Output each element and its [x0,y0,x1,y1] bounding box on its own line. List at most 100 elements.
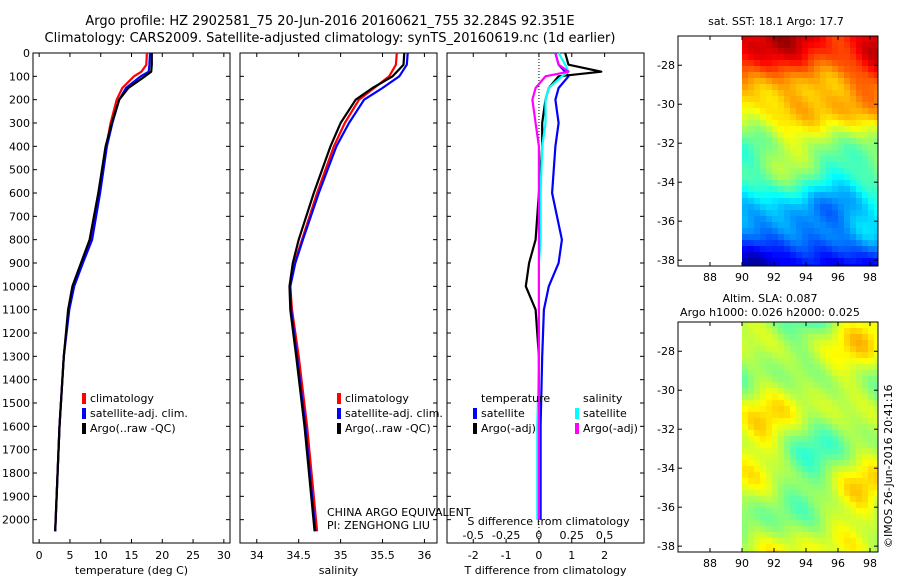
sst-map-cell [820,156,827,163]
sst-map-cell [850,72,857,79]
sla-map-cell [790,394,797,401]
sla-map-cell [796,466,803,473]
legend-argo-label: Argo(..raw -QC) [90,422,176,435]
sst-map-cell [820,48,827,55]
sst-map-cell [754,258,761,265]
sst-map-cell [856,66,863,73]
sst-map-cell [868,90,875,97]
sst-map-cell [790,252,797,259]
sla-map-cell [766,520,773,527]
sst-map-cell [748,114,755,121]
sst-map-cell [808,66,815,73]
sst-map-cell [862,66,869,73]
sla-map-cell [766,466,773,473]
sla-map-cell [868,514,875,521]
sla-map-cell [868,346,875,353]
sla-map-cell [820,412,827,419]
sla-map-cell [790,544,797,551]
sla-map-cell [874,496,878,503]
sla-map-cell [844,550,851,552]
sst-map-cell [790,234,797,241]
sst-map-cell [760,198,767,205]
sla-map-cell [742,484,749,491]
sst-map-cell [832,42,839,49]
sla-map-cell [796,454,803,461]
map-x-tick-label: 92 [767,557,781,570]
sst-map-cell [796,222,803,229]
sla-map-cell [748,472,755,479]
sla-map-cell [796,352,803,359]
sst-map-cell [820,138,827,145]
sst-map-cell [820,258,827,265]
sla-map-cell [820,340,827,347]
sla-map-cell [796,388,803,395]
sla-map-cell [856,358,863,365]
series-line-argo-raw-qc- [54,53,153,532]
sst-map-cell [754,210,761,217]
sla-map-cell [814,430,821,437]
sla-map-cell [814,358,821,365]
sla-map-cell [802,412,809,419]
sla-map-cell [754,508,761,515]
sst-map-cell [748,132,755,139]
sla-map-cell [832,472,839,479]
sst-map-cell [796,144,803,151]
sst-map-cell [832,126,839,133]
sst-map-cell [754,204,761,211]
x-tick-label: 35 [334,549,348,562]
legend-s-satellite-label: satellite [583,407,627,420]
sla-map-cell [766,406,773,413]
sst-map-cell [796,204,803,211]
sla-map-cell [868,502,875,509]
sst-map-cell [760,186,767,193]
sla-map-cell [838,382,845,389]
sla-map-cell [778,514,785,521]
sla-map-cell [748,382,755,389]
sla-map-cell [748,484,755,491]
sla-map-cell [778,328,785,335]
sla-map-cell [784,328,791,335]
sst-map-cell [826,216,833,223]
sla-map-cell [832,544,839,551]
sla-map-cell [820,328,827,335]
sst-map-cell [862,72,869,79]
sst-map-cell [844,126,851,133]
sla-map-cell [802,520,809,527]
sla-map-cell [844,520,851,527]
sla-map-cell [754,346,761,353]
sla-map-cell [802,406,809,413]
sla-map-cell [832,478,839,485]
sst-map-cell [874,222,878,229]
sst-map-cell [742,150,749,157]
sla-map-cell [796,496,803,503]
sla-map-cell [808,472,815,479]
sla-map-cell [868,352,875,359]
map-y-tick-label: -38 [657,540,675,553]
sla-map-cell [820,400,827,407]
sst-map-cell [742,78,749,85]
sst-map-cell [850,252,857,259]
sst-map-cell [826,228,833,235]
sla-map-cell [766,526,773,533]
sla-map-cell [838,496,845,503]
sst-map-cell [844,234,851,241]
sst-map-cell [820,78,827,85]
sla-map-cell [754,388,761,395]
sst-map-cell [766,156,773,163]
sst-map-cell [796,108,803,115]
sla-map-cell [760,340,767,347]
sla-map-cell [826,508,833,515]
sst-map-cell [844,102,851,109]
sst-map-cell [802,210,809,217]
sst-map-cell [790,42,797,49]
sst-map-cell [856,132,863,139]
sst-map-cell [814,228,821,235]
sst-map-cell [772,132,779,139]
sla-map-cell [742,382,749,389]
sst-map-cell [802,120,809,127]
sla-map-cell [850,334,857,341]
sst-map-cell [754,54,761,61]
sst-map-cell [796,186,803,193]
sst-map-cell [814,84,821,91]
sst-map-cell [820,168,827,175]
